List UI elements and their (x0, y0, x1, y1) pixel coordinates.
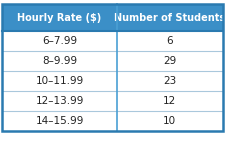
Bar (117, 111, 223, 131)
Text: 10: 10 (163, 116, 176, 126)
Text: 12–13.99: 12–13.99 (35, 96, 84, 106)
Text: 6–7.99: 6–7.99 (42, 36, 77, 46)
Bar (117, 4, 223, 31)
Bar (117, 71, 223, 91)
Bar (2, 111, 117, 131)
Text: 23: 23 (163, 76, 176, 86)
Bar (117, 91, 223, 111)
Bar (2, 51, 117, 71)
Text: 14–15.99: 14–15.99 (35, 116, 84, 126)
Bar (2, 31, 117, 51)
Bar (117, 51, 223, 71)
Bar (2, 71, 117, 91)
Text: Number of Students: Number of Students (114, 13, 225, 23)
Text: 8–9.99: 8–9.99 (42, 56, 77, 66)
Text: Hourly Rate ($): Hourly Rate ($) (18, 13, 102, 23)
Bar (117, 31, 223, 51)
Text: 10–11.99: 10–11.99 (36, 76, 84, 86)
Text: 12: 12 (163, 96, 176, 106)
Bar (2, 4, 117, 31)
Text: 29: 29 (163, 56, 176, 66)
Bar (2, 91, 117, 111)
Text: 6: 6 (166, 36, 173, 46)
Bar (2, 4, 223, 131)
